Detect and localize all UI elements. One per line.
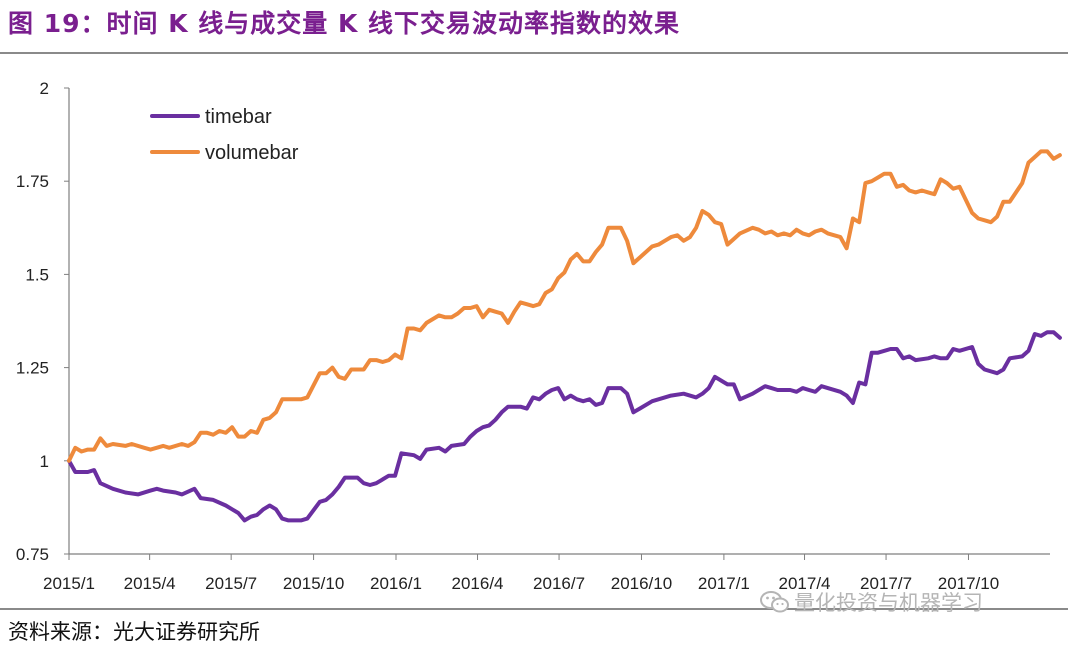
x-tick-label: 2016/4 xyxy=(452,574,504,593)
y-tick-label: 2 xyxy=(40,79,49,98)
chart-legend: timebar volumebar xyxy=(150,106,299,164)
watermark: 量化投资与机器学习 xyxy=(760,589,983,615)
y-tick-label: 1 xyxy=(40,452,49,471)
line-chart: 0.75 1 1.25 1.5 1.75 2 2015/1 2015/4 2015/7 2015/… xyxy=(16,79,1062,593)
x-tick-label: 2015/1 xyxy=(43,574,95,593)
x-tick-label: 2016/7 xyxy=(533,574,585,593)
source-note: 资料来源：光大证券研究所 xyxy=(8,620,260,644)
y-tick-label: 0.75 xyxy=(16,545,49,564)
legend-label-volumebar: volumebar xyxy=(205,142,299,164)
wechat-icon xyxy=(760,591,789,613)
x-tick-label: 2015/7 xyxy=(205,574,257,593)
legend-label-timebar: timebar xyxy=(205,106,272,128)
series-line-timebar xyxy=(67,330,1062,523)
page-title: 图 19：时间 K 线与成交量 K 线下交易波动率指数的效果 xyxy=(8,9,681,38)
series-line-volumebar xyxy=(67,149,1062,463)
x-tick-label: 2016/10 xyxy=(611,574,672,593)
x-tick-label: 2015/10 xyxy=(283,574,344,593)
chart-series xyxy=(67,149,1062,523)
x-tick-label: 2015/4 xyxy=(124,574,176,593)
chart-ticks: 0.75 1 1.25 1.5 1.75 2 2015/1 2015/4 2015/7 2015/… xyxy=(16,79,999,593)
x-tick-label: 2017/1 xyxy=(698,574,750,593)
y-tick-label: 1.75 xyxy=(16,172,49,191)
title-divider xyxy=(0,52,1068,54)
x-tick-label: 2017/7 xyxy=(860,574,912,593)
x-tick-label: 2017/4 xyxy=(779,574,831,593)
x-tick-label: 2017/10 xyxy=(938,574,999,593)
y-tick-label: 1.25 xyxy=(16,359,49,378)
x-tick-label: 2016/1 xyxy=(370,574,422,593)
watermark-text: 量化投资与机器学习 xyxy=(794,591,983,615)
y-tick-label: 1.5 xyxy=(25,265,49,284)
footer-divider xyxy=(0,608,1068,610)
